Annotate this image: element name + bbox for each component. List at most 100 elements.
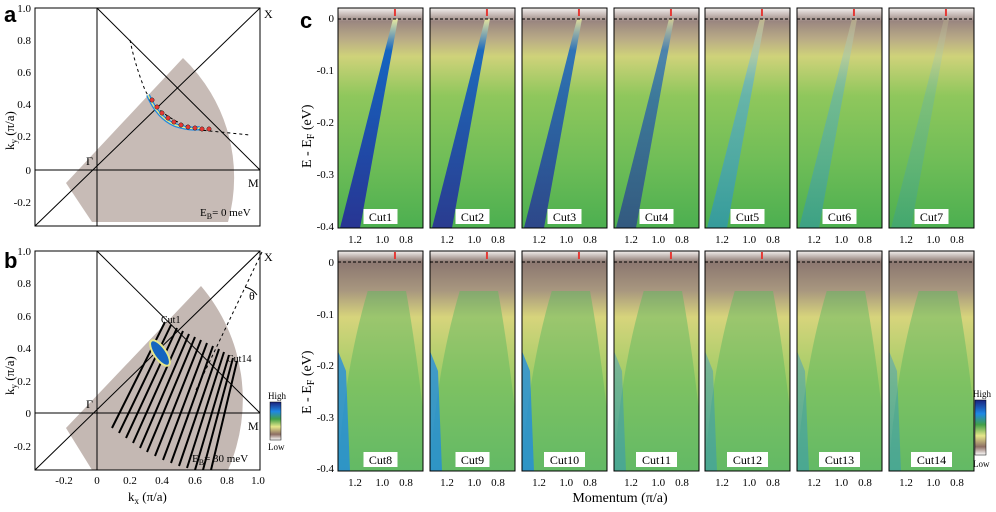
spectrum-edge-band [889,351,901,471]
cut-label: Cut3 [553,210,576,224]
panel-a-frame [34,7,261,227]
panel-a-diagonal [34,7,261,227]
momentum-tick-label: 1.0 [651,234,665,246]
cut-label: Cut13 [825,453,854,467]
panel-b-ytick: 0 [26,408,32,420]
panel-c-ytick: -0.1 [317,309,334,321]
panel-b-theta-line [195,251,263,391]
panel-b-xtick: -0.2 [55,475,72,487]
panel-b-colorbar-high: High [268,391,287,401]
cut-label-box [455,452,490,467]
cut-label: Cut2 [461,210,484,224]
panel-c-colorbar-high: High [973,389,992,399]
spectrum-frame [429,250,516,472]
momentum-tick-label: 0.8 [950,477,964,489]
panel-b-bz-boundary [96,250,261,414]
panel-c-ytick: -0.3 [317,169,335,181]
panel-a-ky-label: ky (π/a) [2,111,19,150]
panel-c-colorbar-low: Low [973,459,990,469]
momentum-tick-label: 0.8 [583,234,597,246]
momentum-tick-label: 0.8 [858,234,872,246]
momentum-tick-label: 1.2 [807,477,821,489]
cut-label-box [455,209,490,224]
dispersion-band [799,19,857,228]
cut-label-box [639,209,674,224]
panel-b-ytick: 1.0 [17,246,31,258]
panel-a-bz-boundary [96,7,261,171]
panel-c-ytick: -0.1 [317,65,334,77]
momentum-tick-label: 0.8 [766,234,780,246]
panel-c-y-label-bottom: E - EF (eV) [300,350,317,414]
cut-label-box [914,209,949,224]
spectrum-texture [705,291,790,471]
cut-label-box [819,452,860,467]
dispersion-band [432,19,490,228]
spectrum-frame [521,250,608,472]
spectrum-panel: Cut13 1.2 1.0 0.8 [796,250,883,489]
panel-b-xtick: 0.2 [123,475,137,487]
spectrum-frame [521,7,608,229]
panel-a-m-label: M [248,176,259,190]
dispersion-band [891,19,949,228]
panel-b-gamma-label: Γ [86,397,93,411]
spectrum-panel: Cut7 1.2 1.0 0.8 [888,7,975,246]
cut-line [154,339,202,457]
momentum-tick-label: 1.0 [467,477,481,489]
momentum-tick-label: 1.2 [532,234,546,246]
panel-c-y-label-top: E - EF (eV) [300,104,317,168]
cut-line [202,357,234,471]
momentum-tick-label: 1.0 [467,234,481,246]
panel-b-xtick: 0 [94,475,100,487]
panel-b-xtick: 1.0 [251,475,265,487]
spectrum-edge-band [705,351,717,471]
momentum-tick-label: 0.8 [491,234,505,246]
cut-label: Cut9 [461,453,484,467]
momentum-tick-label: 1.2 [899,234,913,246]
panel-b-ytick: 0.4 [17,343,31,355]
momentum-tick-label: 0.8 [491,477,505,489]
spectrum-frame [704,250,791,472]
momentum-tick-label: 0.8 [675,477,689,489]
panel-a-eb-label: EB= 0 meV [200,207,251,221]
spectrum-panel: Cut5 1.2 1.0 0.8 [704,7,791,246]
panel-b-y-tick-labels: 1.0 0.8 0.6 0.4 0.2 0 -0.2 [14,246,32,453]
cut-label: Cut7 [920,210,943,224]
panel-a-letter: a [4,2,17,27]
panel-b-cut14-label: Cut14 [227,354,251,365]
panel-a-ytick: -0.2 [14,197,31,209]
panel-b-colorbar [269,401,282,441]
panel-b-x-tick-labels: -0.2 0 0.2 0.4 0.6 0.8 1.0 [55,475,265,487]
panel-c-y-ticks-top: 0 -0.1 -0.2 -0.3 -0.4 [317,13,335,233]
cut-label-box [363,209,398,224]
panel-b-ytick: -0.2 [14,441,31,453]
cut-label-box [822,209,857,224]
cut-label-box [636,452,677,467]
panel-c-x-label: Momentum (π/a) [572,491,668,506]
spectrum-panel: Cut11 1.2 1.0 0.8 [613,250,700,489]
panel-c-colorbar [974,399,987,456]
cut-line [118,324,172,434]
cut-label-box [727,452,768,467]
cut-label-box [544,452,585,467]
panel-b: 1.0 0.8 0.6 0.4 0.2 0 -0.2 -0.2 0 0.2 0.… [2,246,287,506]
panel-b-diagonal [34,250,261,471]
spectrum-panel: Cut8 1.2 1.0 0.8 [337,250,424,489]
spectrum-frame [888,250,975,472]
momentum-tick-label: 0.8 [399,477,413,489]
spectrum-frame [613,250,700,472]
cut-line [170,345,214,464]
spectrum-panel: Cut6 1.2 1.0 0.8 [796,7,883,246]
dispersion-band [707,19,765,228]
panel-b-xtick: 0.6 [188,475,202,487]
spectrum-texture [889,291,974,471]
panel-c-letter: c [300,8,313,33]
panel-b-ytick: 0.2 [17,376,31,388]
spectrum-frame [704,7,791,229]
cut-line [210,360,238,471]
panel-c-ytick: -0.4 [317,463,335,475]
panel-c-ytick: 0 [329,13,335,25]
cut-line [125,327,178,439]
spectrum-panel: Cut9 1.2 1.0 0.8 [429,250,516,489]
momentum-tick-label: 1.2 [440,477,454,489]
